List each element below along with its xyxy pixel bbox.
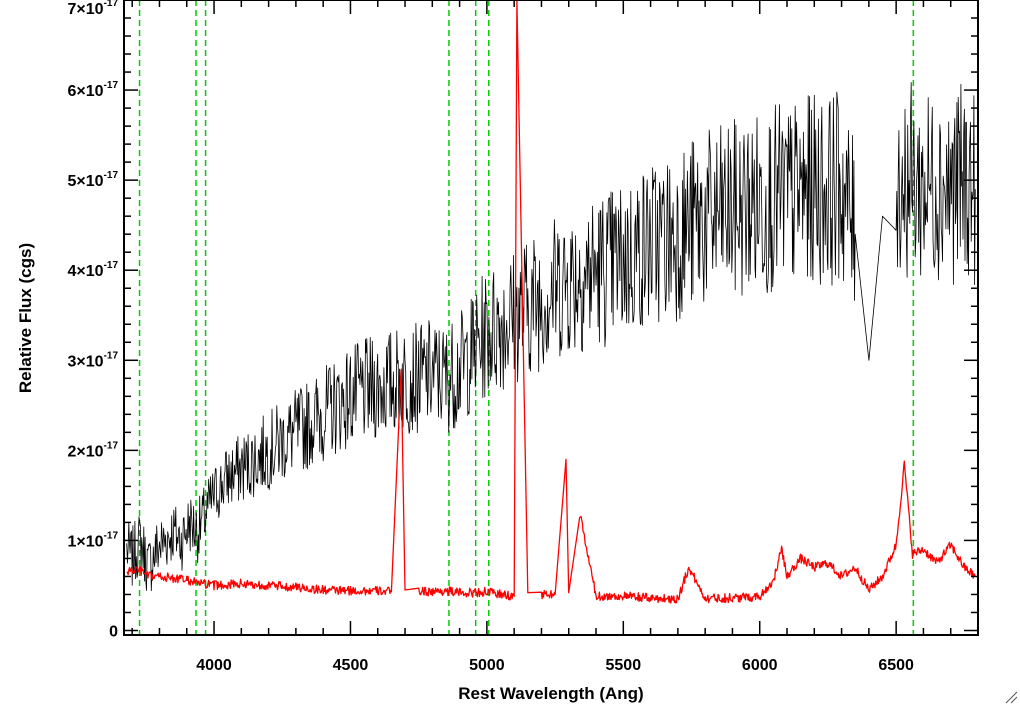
x-axis-title: Rest Wavelength (Ang) [458,684,643,703]
y-tick-label: 4×10-17 [68,260,119,280]
y-tick-label: 3×10-17 [68,350,119,370]
y-tick-label: 2×10-17 [68,440,119,460]
y-tick-label: 0 [109,623,118,640]
x-tick-label: 4000 [196,657,232,674]
x-tick-labels: 4000 4500 5000 5500 6000 6500 [196,657,914,674]
y-tick-label: 7×10-17 [68,0,119,18]
y-tick-label: 1×10-17 [68,530,119,550]
spectrum-series [126,0,976,604]
y-tick-labels: 0 1×10-17 2×10-17 3×10-17 4×10-17 5×10-17 6×10… [68,0,119,640]
plot-frame [123,0,979,636]
x-tick-label: 5000 [469,657,505,674]
series-line-0 [126,82,976,592]
y-axis-title: Relative Flux (cgs) [16,243,35,393]
x-tick-label: 6000 [742,657,778,674]
series-line-1 [126,0,976,604]
axis-ticks [124,0,979,635]
reference-lines [138,0,915,635]
x-tick-label: 6500 [878,657,914,674]
x-tick-label: 4500 [333,657,369,674]
x-tick-label: 5500 [606,657,642,674]
resize-grip-icon[interactable] [1004,690,1018,704]
y-tick-label: 6×10-17 [68,80,119,100]
y-tick-label: 5×10-17 [68,170,119,190]
